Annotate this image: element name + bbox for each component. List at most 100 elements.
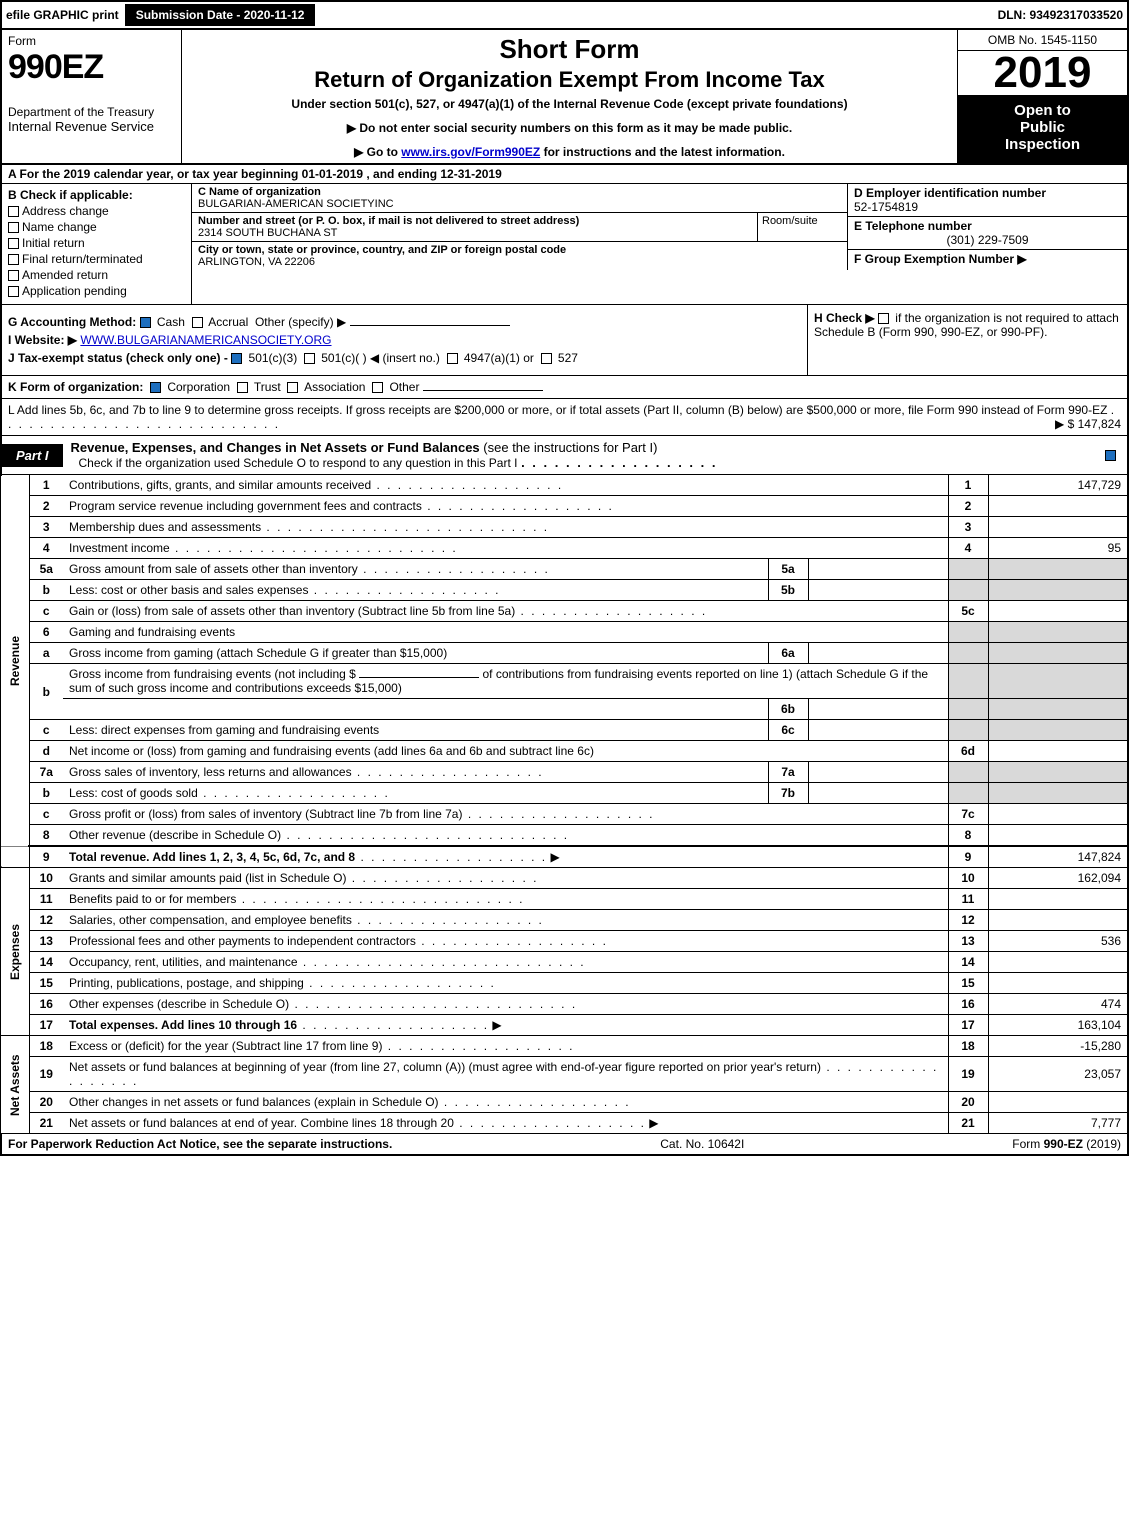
table-row: 6 Gaming and fundraising events [1, 622, 1128, 643]
under-section: Under section 501(c), 527, or 4947(a)(1)… [192, 97, 947, 111]
checkbox-icon[interactable] [447, 353, 458, 364]
dots-icon [515, 604, 707, 618]
line-col: 1 [948, 475, 988, 496]
dots-icon [422, 499, 614, 513]
table-row: Expenses 10 Grants and similar amounts p… [1, 868, 1128, 889]
sub-col: 7a [768, 762, 808, 783]
line-desc: Total revenue. Add lines 1, 2, 3, 4, 5c,… [63, 846, 948, 868]
chk-name-change[interactable]: Name change [8, 220, 185, 234]
dots-icon [358, 562, 550, 576]
checkbox-icon[interactable] [878, 313, 889, 324]
gij-left: G Accounting Method: Cash Accrual Other … [2, 305, 807, 375]
sub-val [808, 643, 948, 664]
line-col: 10 [948, 868, 988, 889]
line-desc: Gross profit or (loss) from sales of inv… [63, 804, 948, 825]
line-desc: Other changes in net assets or fund bala… [63, 1092, 948, 1113]
dots-icon [281, 828, 569, 842]
table-row: 2 Program service revenue including gove… [1, 496, 1128, 517]
lineno: 5a [29, 559, 63, 580]
section-ghij: G Accounting Method: Cash Accrual Other … [0, 305, 1129, 376]
table-row: b Less: cost of goods sold 7b [1, 783, 1128, 804]
checkbox-checked-icon[interactable] [150, 382, 161, 393]
checkbox-checked-icon [1105, 450, 1116, 461]
sub-col: 6a [768, 643, 808, 664]
submission-date-button[interactable]: Submission Date - 2020-11-12 [125, 4, 316, 26]
checkbox-icon[interactable] [192, 317, 203, 328]
j-label: J Tax-exempt status (check only one) - [8, 351, 228, 365]
lineno: 2 [29, 496, 63, 517]
checkbox-icon[interactable] [541, 353, 552, 364]
table-row: c Gain or (loss) from sale of assets oth… [1, 601, 1128, 622]
line-desc [63, 699, 768, 720]
lineno: 14 [29, 952, 63, 973]
table-row: c Less: direct expenses from gaming and … [1, 720, 1128, 741]
g-cash: Cash [157, 315, 185, 329]
g-other-blank [350, 325, 510, 326]
line-col: 21 [948, 1113, 988, 1134]
lineno: c [29, 601, 63, 622]
table-row: 7a Gross sales of inventory, less return… [1, 762, 1128, 783]
line-desc: Net assets or fund balances at end of ye… [63, 1113, 948, 1134]
checkbox-icon [8, 270, 19, 281]
line-amount: 95 [988, 538, 1128, 559]
line-col: 18 [948, 1036, 988, 1057]
sub-col: 7b [768, 783, 808, 804]
dots-icon [170, 541, 458, 555]
lineno: 7a [29, 762, 63, 783]
line-col: 15 [948, 973, 988, 994]
return-title: Return of Organization Exempt From Incom… [192, 67, 947, 93]
table-row: a Gross income from gaming (attach Sched… [1, 643, 1128, 664]
c-city-value: ARLINGTON, VA 22206 [198, 256, 841, 268]
line-desc: Gain or (loss) from sale of assets other… [63, 601, 948, 622]
c-room-label: Room/suite [762, 215, 818, 227]
bullet-goto: ▶ Go to www.irs.gov/Form990EZ for instru… [192, 145, 947, 159]
line-col: 4 [948, 538, 988, 559]
table-row: Net Assets 18 Excess or (deficit) for th… [1, 1036, 1128, 1057]
table-row: 12 Salaries, other compensation, and emp… [1, 910, 1128, 931]
line-amount-shade [988, 699, 1128, 720]
line-col-shade [948, 559, 988, 580]
checkbox-checked-icon[interactable] [140, 317, 151, 328]
inspection-l2: Public [962, 119, 1123, 136]
dots-icon [308, 583, 500, 597]
c-name-value: BULGARIAN-AMERICAN SOCIETYINC [198, 198, 841, 210]
dots-icon [198, 786, 390, 800]
dept-treasury: Department of the Treasury [8, 105, 175, 119]
checkbox-checked-icon[interactable] [231, 353, 242, 364]
inspection-l1: Open to [962, 102, 1123, 119]
i-label: I Website: ▶ [8, 333, 77, 347]
line-amount: 474 [988, 994, 1128, 1015]
part-1-checkbox[interactable] [1097, 448, 1127, 462]
d-ein-value: 52-1754819 [854, 200, 1121, 214]
line-col-shade [948, 643, 988, 664]
chk-final-return[interactable]: Final return/terminated [8, 252, 185, 266]
checkbox-icon[interactable] [372, 382, 383, 393]
header-left: Form 990EZ Department of the Treasury In… [2, 30, 182, 163]
line-col: 17 [948, 1015, 988, 1036]
checkbox-icon[interactable] [304, 353, 315, 364]
checkbox-icon[interactable] [287, 382, 298, 393]
line-col-shade [948, 622, 988, 643]
irs-link[interactable]: www.irs.gov/Form990EZ [401, 145, 540, 159]
side-label-expenses: Expenses [1, 868, 29, 1036]
lineno: 6 [29, 622, 63, 643]
chk-amended-return[interactable]: Amended return [8, 268, 185, 282]
chk-initial-return[interactable]: Initial return [8, 236, 185, 250]
line-amount: 162,094 [988, 868, 1128, 889]
footer-right: Form 990-EZ (2019) [1012, 1137, 1121, 1151]
sub-col: 5b [768, 580, 808, 601]
line-amount: 7,777 [988, 1113, 1128, 1134]
line-desc: Salaries, other compensation, and employ… [63, 910, 948, 931]
website-link[interactable]: WWW.BULGARIANAMERICANSOCIETY.ORG [80, 333, 331, 347]
k-other-blank [423, 390, 543, 391]
lineno: 12 [29, 910, 63, 931]
line-amount: 147,824 [988, 846, 1128, 868]
chk-address-change[interactable]: Address change [8, 204, 185, 218]
line-desc: Program service revenue including govern… [63, 496, 948, 517]
line-amount-shade [988, 643, 1128, 664]
checkbox-icon[interactable] [237, 382, 248, 393]
line-amount-shade [988, 622, 1128, 643]
part-1-tag: Part I [2, 444, 63, 467]
line-desc: Gross income from gaming (attach Schedul… [63, 643, 768, 664]
chk-application-pending[interactable]: Application pending [8, 284, 185, 298]
